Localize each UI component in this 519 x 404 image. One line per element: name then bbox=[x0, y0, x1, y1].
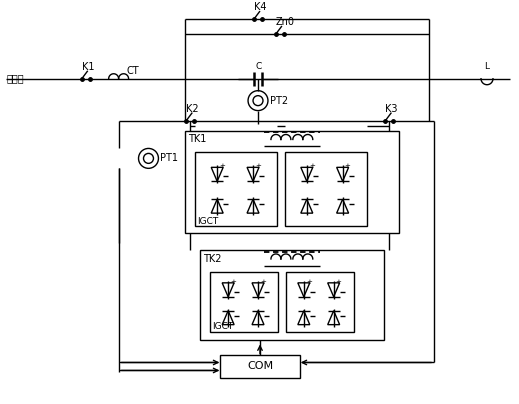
Bar bbox=[286, 272, 353, 332]
Text: COM: COM bbox=[247, 362, 273, 371]
Text: 输电线: 输电线 bbox=[6, 73, 24, 83]
Text: K3: K3 bbox=[386, 103, 398, 114]
Bar bbox=[195, 152, 277, 226]
Text: +: + bbox=[306, 279, 312, 285]
Text: C: C bbox=[255, 62, 261, 71]
Bar bbox=[210, 272, 278, 332]
Text: L: L bbox=[484, 62, 489, 71]
Text: +: + bbox=[219, 163, 225, 169]
Text: +: + bbox=[230, 279, 236, 285]
Text: K1: K1 bbox=[82, 62, 94, 72]
Bar bbox=[285, 152, 366, 226]
Text: IGCT: IGCT bbox=[197, 217, 218, 225]
Bar bbox=[185, 130, 400, 233]
Text: +: + bbox=[336, 279, 342, 285]
Text: TK2: TK2 bbox=[203, 254, 222, 264]
Text: IGCT: IGCT bbox=[212, 322, 234, 331]
Text: TK1: TK1 bbox=[188, 135, 207, 145]
Text: +: + bbox=[255, 163, 261, 169]
Bar bbox=[200, 250, 385, 340]
Text: K2: K2 bbox=[186, 103, 199, 114]
Bar bbox=[220, 355, 300, 379]
Text: K4: K4 bbox=[254, 2, 267, 12]
Text: Zn0: Zn0 bbox=[276, 17, 295, 27]
Text: +: + bbox=[260, 279, 266, 285]
Text: CT: CT bbox=[127, 66, 139, 76]
Text: PT2: PT2 bbox=[270, 96, 288, 105]
Text: +: + bbox=[309, 163, 315, 169]
Text: +: + bbox=[345, 163, 350, 169]
Text: PT1: PT1 bbox=[160, 154, 179, 163]
